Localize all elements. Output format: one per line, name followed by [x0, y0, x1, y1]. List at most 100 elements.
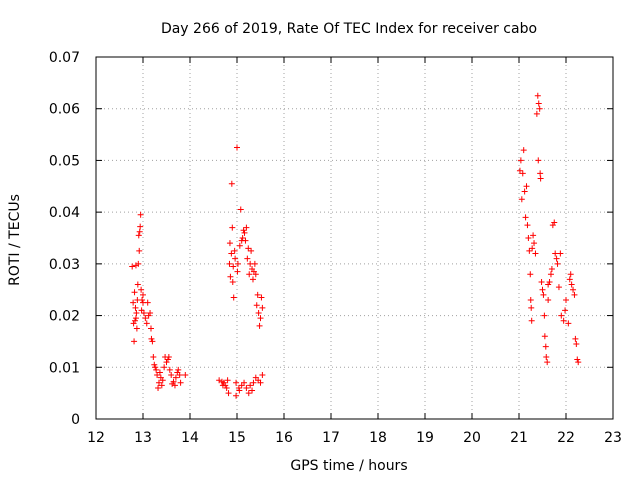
data-point: [171, 382, 178, 389]
data-point: [532, 250, 539, 257]
data-point: [538, 278, 545, 285]
x-axis-label: GPS time / hours: [290, 458, 407, 474]
data-point: [247, 382, 254, 389]
data-point: [131, 289, 138, 296]
data-point: [155, 379, 162, 386]
data-point: [142, 315, 149, 322]
x-tick-label: 20: [463, 430, 481, 446]
data-point: [520, 147, 527, 154]
x-tick-label: 12: [87, 430, 105, 446]
y-tick-label: 0.06: [49, 102, 80, 118]
data-point: [147, 309, 154, 316]
data-point: [533, 110, 540, 117]
x-tick-label: 13: [134, 430, 152, 446]
data-point: [519, 170, 526, 177]
data-point: [229, 224, 236, 231]
chart-title: Day 266 of 2019, Rate Of TEC Index for r…: [161, 21, 537, 37]
data-point: [237, 206, 244, 213]
data-point: [571, 291, 578, 298]
data-point: [526, 247, 533, 254]
data-point: [537, 175, 544, 182]
data-point: [257, 315, 264, 322]
data-point: [245, 245, 252, 252]
data-point: [176, 372, 183, 379]
data-point: [131, 338, 138, 345]
data-point: [148, 335, 155, 342]
data-point: [172, 374, 179, 381]
data-point: [147, 325, 154, 332]
data-point: [573, 341, 580, 348]
data-point: [164, 356, 171, 363]
data-point: [516, 167, 523, 174]
data-point: [230, 294, 237, 301]
data-point: [539, 286, 546, 293]
x-tick-label: 23: [604, 430, 622, 446]
data-point: [543, 353, 550, 360]
data-point: [228, 180, 235, 187]
data-point: [140, 299, 146, 306]
data-point: [226, 260, 233, 267]
data-point: [541, 333, 548, 340]
data-point: [155, 384, 162, 391]
x-tick-label: 18: [369, 430, 387, 446]
data-point: [182, 372, 189, 379]
data-point: [130, 299, 137, 306]
data-point: [166, 366, 173, 373]
data-point: [545, 297, 552, 304]
x-tick-label: 19: [416, 430, 434, 446]
x-tick-labels: 12 13 14 15 16 17 18 19 20 21 22 23: [87, 430, 622, 446]
data-point: [259, 372, 266, 379]
plot-frame: [95, 56, 614, 420]
data-point: [161, 364, 168, 371]
data-point: [251, 260, 258, 267]
data-point: [568, 281, 575, 288]
data-point: [529, 245, 536, 252]
data-point: [517, 157, 524, 164]
data-point: [249, 276, 256, 283]
data-point: [541, 312, 548, 319]
data-point: [233, 379, 240, 386]
data-point: [566, 276, 573, 283]
data-point: [551, 219, 558, 226]
data-point: [236, 242, 243, 249]
data-point: [572, 335, 579, 342]
data-point: [219, 382, 226, 389]
data-point: [133, 309, 140, 316]
data-point: [137, 211, 144, 218]
data-point: [132, 317, 139, 324]
data-point: [250, 379, 257, 386]
data-point: [227, 273, 234, 280]
data-point: [565, 320, 572, 327]
data-point: [220, 379, 227, 386]
data-point: [245, 390, 252, 397]
data-points: [129, 92, 582, 399]
data-point: [139, 297, 146, 304]
y-tick-label: 0.05: [49, 153, 80, 169]
data-point: [542, 343, 549, 350]
data-point: [574, 356, 581, 363]
data-point: [243, 384, 250, 391]
data-point: [575, 359, 582, 366]
data-point: [527, 271, 534, 278]
data-point: [249, 387, 256, 394]
data-point: [241, 229, 248, 236]
data-point: [521, 188, 528, 195]
data-point: [136, 228, 143, 235]
data-point: [159, 377, 166, 384]
data-point: [224, 377, 231, 384]
data-point: [243, 224, 250, 231]
data-point: [135, 232, 142, 239]
data-point: [518, 196, 525, 203]
axis-ticks: [95, 56, 614, 420]
data-point: [560, 317, 567, 324]
data-point: [156, 369, 163, 376]
data-point: [534, 92, 541, 99]
data-point: [546, 278, 553, 285]
data-point: [257, 379, 264, 386]
y-tick-label: 0.01: [49, 360, 80, 376]
data-point: [246, 271, 253, 278]
data-point: [241, 379, 248, 386]
data-point: [544, 359, 551, 366]
y-tick-label: 0.02: [49, 309, 80, 325]
